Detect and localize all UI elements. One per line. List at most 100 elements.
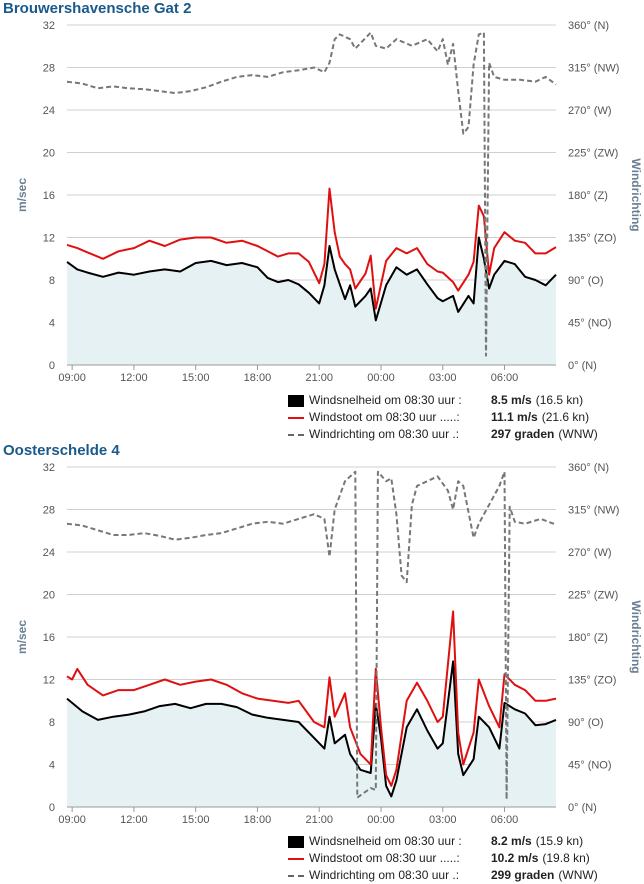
y2-tick-label: 135° (ZO) — [568, 233, 616, 245]
legend-gust[interactable]: Windstoot om 08:30 uur .....: 11.1 m/s (21… — [288, 409, 598, 426]
x-tick-label: 18:00 — [244, 814, 272, 826]
chart-panel-brouwershavensche: Brouwershavensche Gat 2 0 4 8 12 16 20 24 28 32 0… — [3, 0, 643, 443]
chart-title: Brouwershavensche Gat 2 — [3, 0, 192, 17]
y-tick-label: 8 — [49, 717, 55, 729]
speed-area — [67, 237, 556, 365]
y-tick-label: 24 — [43, 105, 55, 117]
y2-tick-label: 225° (ZW) — [568, 590, 618, 602]
y2-tick-label: 270° (W) — [568, 547, 612, 559]
y2-tick-label: 360° (N) — [568, 20, 609, 32]
y2-tick-label: 270° (W) — [568, 105, 612, 117]
y2-tick-label: 225° (ZW) — [568, 148, 618, 160]
y-tick-label: 4 — [49, 318, 55, 330]
y2-tick-label: 180° (Z) — [568, 632, 608, 644]
legend-speed-kn: (15.9 kn) — [535, 834, 584, 848]
y-tick-label: 0 — [49, 802, 55, 814]
y-tick-label: 4 — [49, 760, 55, 772]
legend-gust-unit: m/s — [517, 851, 539, 865]
x-tick-label: 15:00 — [182, 814, 210, 826]
legend-direction-label: Windrichting om 08:30 uur .: — [309, 427, 460, 442]
x-tick-label: 12:00 — [120, 372, 148, 384]
legend-swatch-speed — [288, 394, 304, 407]
x-tick-label: 00:00 — [367, 372, 395, 384]
y2-axis-title: Windrichting — [629, 600, 643, 673]
legend-swatch-gust — [288, 857, 304, 860]
y2-tick-label: 315° (NW) — [568, 63, 619, 75]
speed-line — [66, 660, 557, 798]
y2-tick-label: 315° (NW) — [568, 505, 619, 517]
legend-speed[interactable]: Windsnelheid om 08:30 uur : 8.5 m/s (16.5 … — [288, 392, 598, 409]
legend-swatch-direction — [288, 433, 304, 436]
y-tick-label: 28 — [43, 63, 55, 75]
legend-direction-unit: graden — [514, 427, 555, 441]
y-tick-label: 0 — [49, 360, 55, 372]
x-tick-label: 18:00 — [244, 372, 272, 384]
legend-swatch-speed — [288, 835, 304, 848]
legend-gust-kn: (21.6 kn) — [541, 410, 590, 424]
direction-line — [66, 31, 557, 357]
y2-tick-label: 90° (O) — [568, 717, 604, 729]
legend-direction-unit: graden — [514, 868, 555, 882]
legend-gust-label: Windstoot om 08:30 uur .....: — [309, 410, 460, 425]
direction-line — [66, 470, 557, 801]
legend-swatch-direction — [288, 874, 304, 877]
y2-tick-label: 0° (N) — [568, 360, 597, 372]
legend-direction-value: 299 — [491, 868, 512, 882]
wind-chart-svg: 0 4 8 12 16 20 24 28 32 0° (N) 45° (NO) 90° (O) 135°… — [15, 20, 643, 384]
legend-speed-unit: m/s — [511, 834, 532, 848]
y2-tick-label: 90° (O) — [568, 275, 604, 287]
legend-gust-kn: (19.8 kn) — [542, 851, 590, 865]
speed-line — [66, 236, 557, 322]
x-tick-label: 06:00 — [491, 372, 519, 384]
legend-speed-label: Windsnelheid om 08:30 uur : — [309, 834, 462, 849]
x-tick-label: 00:00 — [367, 814, 395, 826]
y-tick-label: 8 — [49, 275, 55, 287]
legend-direction-label: Windrichting om 08:30 uur .: — [309, 868, 460, 883]
y2-tick-label: 135° (ZO) — [568, 675, 616, 687]
legend-direction-compass: (WNW) — [558, 427, 598, 441]
y2-tick-label: 0° (N) — [568, 802, 597, 814]
chart-title: Oosterschelde 4 — [3, 442, 120, 459]
gust-line — [66, 610, 557, 787]
legend-gust-value: 11.1 — [491, 410, 514, 424]
legend-gust[interactable]: Windstoot om 08:30 uur .....: 10.2 m/s (19… — [288, 850, 598, 867]
y2-tick-label: 45° (NO) — [568, 760, 612, 772]
legend-speed[interactable]: Windsnelheid om 08:30 uur : 8.2 m/s (15.9 … — [288, 833, 598, 850]
y-tick-label: 32 — [43, 20, 55, 32]
legend-direction[interactable]: Windrichting om 08:30 uur .: 299 graden (W… — [288, 867, 598, 884]
y-tick-label: 20 — [43, 590, 55, 602]
x-tick-label: 09:00 — [58, 814, 86, 826]
legend-gust-unit: m/s — [517, 410, 538, 424]
x-tick-label: 21:00 — [305, 372, 333, 384]
y2-tick-label: 360° (N) — [568, 462, 609, 474]
chart-panel-oosterschelde: Oosterschelde 4 0 4 8 12 16 20 24 28 32 0° (N) 45°… — [0, 442, 644, 884]
legend-speed-unit: m/s — [511, 393, 532, 407]
legend-direction-compass: (WNW) — [558, 868, 598, 882]
x-tick-label: 15:00 — [182, 372, 210, 384]
x-tick-label: 03:00 — [429, 814, 457, 826]
gust-line — [66, 187, 557, 310]
legend-gust-label: Windstoot om 08:30 uur .....: — [309, 851, 460, 866]
y-tick-label: 12 — [43, 675, 55, 687]
chart-legend: Windsnelheid om 08:30 uur :8.2 m/s (15.9 … — [288, 833, 598, 884]
y-axis-title: m/sec — [15, 178, 29, 212]
wind-chart-svg: 0 4 8 12 16 20 24 28 32 0° (N) 45° (NO) 90° (O) 135°… — [15, 462, 643, 826]
legend-speed-value: 8.5 — [491, 393, 508, 407]
legend-gust-value: 10.2 — [491, 851, 515, 865]
x-tick-label: 21:00 — [305, 814, 333, 826]
legend-speed-value: 8.2 — [491, 834, 508, 848]
y-axis-title: m/sec — [15, 620, 29, 654]
y2-axis-title: Windrichting — [629, 158, 643, 231]
y-tick-label: 16 — [43, 632, 55, 644]
y-tick-label: 32 — [43, 462, 55, 474]
y-tick-label: 20 — [43, 148, 55, 160]
x-tick-label: 03:00 — [429, 372, 457, 384]
legend-direction[interactable]: Windrichting om 08:30 uur .: 297 graden (W… — [288, 426, 598, 443]
x-tick-label: 12:00 — [120, 814, 148, 826]
y-tick-label: 24 — [43, 547, 55, 559]
x-tick-label: 06:00 — [491, 814, 519, 826]
y-tick-label: 12 — [43, 233, 55, 245]
y2-tick-label: 180° (Z) — [568, 190, 608, 202]
legend-speed-label: Windsnelheid om 08:30 uur : — [309, 393, 462, 408]
legend-speed-kn: (16.5 kn) — [535, 393, 584, 407]
